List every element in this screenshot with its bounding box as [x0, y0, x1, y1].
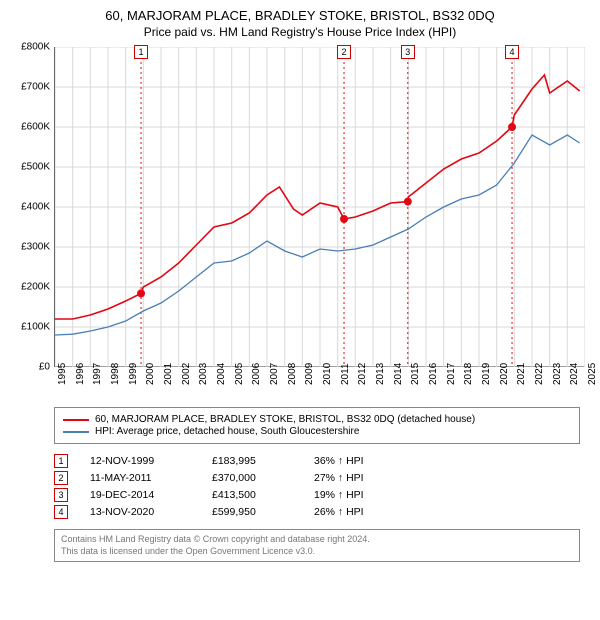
y-tick-label: £100K [21, 322, 50, 333]
x-tick-label: 2025 [587, 363, 598, 385]
sale-marker-badge: 1 [134, 45, 148, 59]
chart-svg [55, 47, 585, 367]
sales-table: 1 12-NOV-1999 £183,995 36% ↑ HPI 2 11-MAY-201… [54, 454, 580, 519]
footer-attribution: Contains HM Land Registry data © Crown c… [54, 529, 580, 562]
x-tick-label: 2001 [163, 363, 174, 385]
table-row: 3 19-DEC-2014 £413,500 19% ↑ HPI [54, 488, 580, 502]
x-tick-label: 1998 [110, 363, 121, 385]
x-tick-label: 2013 [375, 363, 386, 385]
sale-vs-hpi: 36% ↑ HPI [314, 455, 404, 467]
x-tick-label: 2008 [287, 363, 298, 385]
page-title: 60, MARJORAM PLACE, BRADLEY STOKE, BRIST… [10, 8, 590, 23]
y-tick-label: £300K [21, 242, 50, 253]
x-tick-label: 2002 [181, 363, 192, 385]
table-row: 1 12-NOV-1999 £183,995 36% ↑ HPI [54, 454, 580, 468]
x-tick-label: 2010 [322, 363, 333, 385]
x-tick-label: 1997 [92, 363, 103, 385]
sale-price: £183,995 [212, 455, 292, 467]
x-tick-label: 2005 [234, 363, 245, 385]
sale-marker-badge: 4 [505, 45, 519, 59]
sale-marker-badge: 3 [401, 45, 415, 59]
x-tick-label: 2022 [534, 363, 545, 385]
sale-marker-badge: 1 [54, 454, 68, 468]
x-tick-label: 1995 [57, 363, 68, 385]
sale-date: 12-NOV-1999 [90, 455, 190, 467]
x-tick-label: 2007 [269, 363, 280, 385]
y-tick-label: £200K [21, 282, 50, 293]
table-row: 4 13-NOV-2020 £599,950 26% ↑ HPI [54, 505, 580, 519]
legend-row: 60, MARJORAM PLACE, BRADLEY STOKE, BRIST… [63, 414, 571, 425]
x-tick-label: 2015 [410, 363, 421, 385]
legend-box: 60, MARJORAM PLACE, BRADLEY STOKE, BRIST… [54, 407, 580, 444]
x-axis-labels: 1995199619971998199920002001200220032004… [54, 367, 584, 401]
sale-price: £370,000 [212, 472, 292, 484]
y-tick-label: £400K [21, 202, 50, 213]
x-tick-label: 2006 [251, 363, 262, 385]
sale-date: 19-DEC-2014 [90, 489, 190, 501]
x-tick-label: 2004 [216, 363, 227, 385]
legend-row: HPI: Average price, detached house, Sout… [63, 426, 571, 437]
sale-vs-hpi: 19% ↑ HPI [314, 489, 404, 501]
x-tick-label: 1999 [128, 363, 139, 385]
sale-date: 11-MAY-2011 [90, 472, 190, 484]
y-axis-labels: £0£100K£200K£300K£400K£500K£600K£700K£80… [10, 47, 54, 367]
x-tick-label: 2024 [569, 363, 580, 385]
x-tick-label: 2020 [499, 363, 510, 385]
sale-price: £413,500 [212, 489, 292, 501]
sale-date: 13-NOV-2020 [90, 506, 190, 518]
x-tick-label: 2003 [198, 363, 209, 385]
sale-vs-hpi: 26% ↑ HPI [314, 506, 404, 518]
legend-swatch [63, 419, 89, 421]
sale-marker-badge: 3 [54, 488, 68, 502]
legend-label: HPI: Average price, detached house, Sout… [95, 426, 359, 437]
y-tick-label: £800K [21, 42, 50, 53]
y-tick-label: £500K [21, 162, 50, 173]
x-tick-label: 2021 [516, 363, 527, 385]
sale-vs-hpi: 27% ↑ HPI [314, 472, 404, 484]
y-tick-label: £0 [39, 362, 50, 373]
chart-plot: 1 2 3 4 [54, 47, 584, 367]
legend-label: 60, MARJORAM PLACE, BRADLEY STOKE, BRIST… [95, 414, 475, 425]
x-tick-label: 2012 [357, 363, 368, 385]
y-tick-label: £700K [21, 82, 50, 93]
sale-marker-badge: 2 [54, 471, 68, 485]
x-tick-label: 2000 [145, 363, 156, 385]
footer-line2: This data is licensed under the Open Gov… [61, 546, 573, 558]
x-tick-label: 2019 [481, 363, 492, 385]
footer-line1: Contains HM Land Registry data © Crown c… [61, 534, 573, 546]
x-tick-label: 1996 [75, 363, 86, 385]
x-tick-label: 2014 [393, 363, 404, 385]
legend-swatch [63, 431, 89, 433]
page-subtitle: Price paid vs. HM Land Registry's House … [10, 25, 590, 39]
table-row: 2 11-MAY-2011 £370,000 27% ↑ HPI [54, 471, 580, 485]
x-tick-label: 2018 [463, 363, 474, 385]
sale-marker-badge: 2 [337, 45, 351, 59]
x-tick-label: 2023 [552, 363, 563, 385]
sale-price: £599,950 [212, 506, 292, 518]
x-tick-label: 2009 [304, 363, 315, 385]
sale-marker-badge: 4 [54, 505, 68, 519]
x-tick-label: 2017 [446, 363, 457, 385]
y-tick-label: £600K [21, 122, 50, 133]
x-tick-label: 2011 [340, 363, 351, 385]
x-tick-label: 2016 [428, 363, 439, 385]
